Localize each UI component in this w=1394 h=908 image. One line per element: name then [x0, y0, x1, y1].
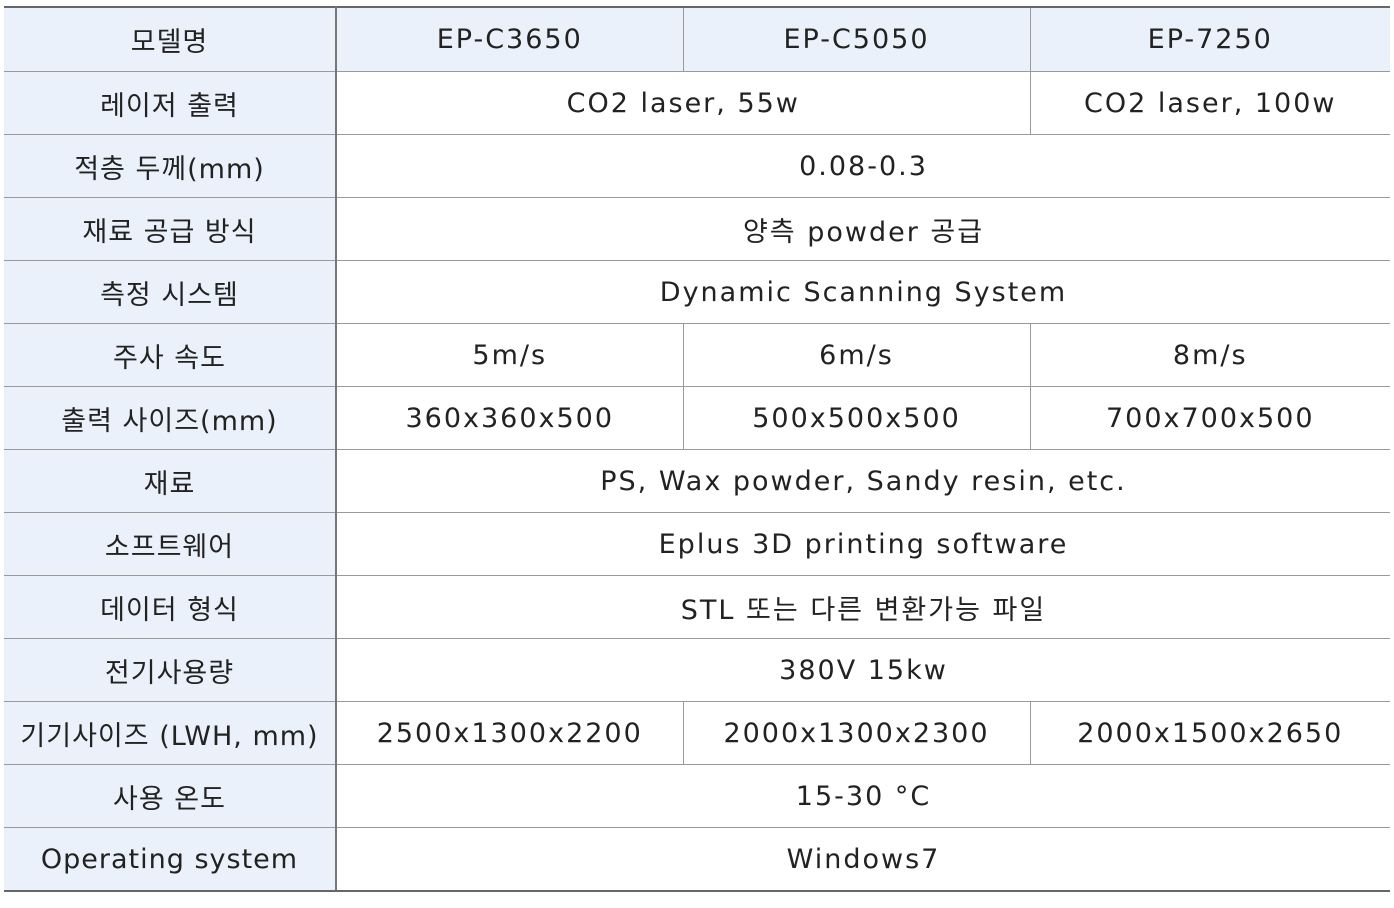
- spec-value: 0.08-0.3: [335, 134, 1390, 198]
- spec-value: 380V 15kw: [335, 638, 1390, 702]
- spec-value: 700x700x500: [1029, 386, 1390, 450]
- model-name: EP-7250: [1029, 6, 1390, 72]
- spec-value: 2000x1300x2300: [682, 701, 1031, 765]
- model-name: EP-C3650: [335, 6, 684, 72]
- spec-value: 360x360x500: [335, 386, 684, 450]
- spec-table: 모델명 EP-C3650 EP-C5050 EP-7250 레이저 출력 CO2 las…: [4, 6, 1390, 892]
- spec-value: CO2 laser, 100w: [1029, 71, 1390, 135]
- spec-value: CO2 laser, 55w: [335, 71, 1031, 135]
- spec-row: 재료 PS, Wax powder, Sandy resin, etc.: [4, 449, 1390, 513]
- spec-value: 2500x1300x2200: [335, 701, 684, 765]
- spec-label: 기기사이즈 (LWH, mm): [4, 701, 337, 765]
- spec-value: Windows7: [335, 827, 1390, 892]
- spec-label: 데이터 형식: [4, 575, 337, 639]
- header-row: 모델명 EP-C3650 EP-C5050 EP-7250: [4, 6, 1390, 72]
- spec-label: 사용 온도: [4, 764, 337, 828]
- spec-row: 출력 사이즈(mm) 360x360x500 500x500x500 700x700x…: [4, 386, 1390, 450]
- spec-value: 500x500x500: [682, 386, 1031, 450]
- spec-value: Eplus 3D printing software: [335, 512, 1390, 576]
- spec-row: Operating system Windows7: [4, 827, 1390, 892]
- spec-row: 재료 공급 방식 양측 powder 공급: [4, 197, 1390, 261]
- spec-label: 적층 두께(mm): [4, 134, 337, 198]
- spec-value: 6m/s: [682, 323, 1031, 387]
- spec-label: 재료: [4, 449, 337, 513]
- header-label: 모델명: [4, 6, 337, 72]
- spec-label: 재료 공급 방식: [4, 197, 337, 261]
- spec-row: 사용 온도 15-30 °C: [4, 764, 1390, 828]
- spec-row: 레이저 출력 CO2 laser, 55w CO2 laser, 100w: [4, 71, 1390, 135]
- spec-row: 측정 시스템 Dynamic Scanning System: [4, 260, 1390, 324]
- spec-row: 소프트웨어 Eplus 3D printing software: [4, 512, 1390, 576]
- spec-value: PS, Wax powder, Sandy resin, etc.: [335, 449, 1390, 513]
- spec-label: 주사 속도: [4, 323, 337, 387]
- spec-label: Operating system: [4, 827, 337, 892]
- spec-label: 소프트웨어: [4, 512, 337, 576]
- spec-label: 출력 사이즈(mm): [4, 386, 337, 450]
- spec-row: 기기사이즈 (LWH, mm) 2500x1300x2200 2000x1300x2…: [4, 701, 1390, 765]
- spec-value: 2000x1500x2650: [1029, 701, 1390, 765]
- spec-value: Dynamic Scanning System: [335, 260, 1390, 324]
- spec-value: 8m/s: [1029, 323, 1390, 387]
- spec-label: 측정 시스템: [4, 260, 337, 324]
- spec-row: 주사 속도 5m/s 6m/s 8m/s: [4, 323, 1390, 387]
- spec-row: 적층 두께(mm) 0.08-0.3: [4, 134, 1390, 198]
- spec-row: 데이터 형식 STL 또는 다른 변환가능 파일: [4, 575, 1390, 639]
- spec-label: 레이저 출력: [4, 71, 337, 135]
- spec-row: 전기사용량 380V 15kw: [4, 638, 1390, 702]
- spec-value: STL 또는 다른 변환가능 파일: [335, 575, 1390, 639]
- spec-value: 15-30 °C: [335, 764, 1390, 828]
- table-header: 모델명 EP-C3650 EP-C5050 EP-7250: [4, 6, 1390, 72]
- spec-value: 5m/s: [335, 323, 684, 387]
- spec-label: 전기사용량: [4, 638, 337, 702]
- table-body: 레이저 출력 CO2 laser, 55w CO2 laser, 100w 적층 두께…: [4, 71, 1390, 892]
- model-name: EP-C5050: [682, 6, 1031, 72]
- spec-value: 양측 powder 공급: [335, 197, 1390, 261]
